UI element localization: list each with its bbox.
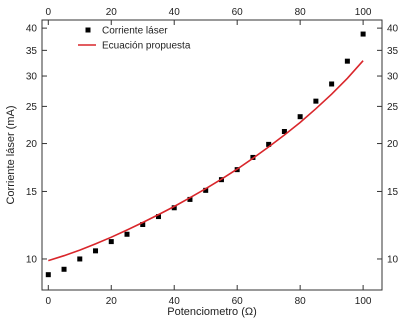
x-tick-label-bottom: 80 bbox=[295, 296, 307, 307]
y-tick-label-left: 40 bbox=[26, 24, 38, 35]
x-tick-label-bottom: 0 bbox=[46, 296, 52, 307]
data-point bbox=[46, 272, 51, 277]
y-tick-label-right: 35 bbox=[387, 46, 399, 57]
y-tick-label-left: 35 bbox=[26, 46, 38, 57]
data-point bbox=[77, 256, 82, 261]
y-tick-label-left: 30 bbox=[26, 72, 38, 83]
x-tick-label-top: 40 bbox=[169, 7, 181, 18]
data-point bbox=[93, 248, 98, 253]
legend-label: Ecuación propuesta bbox=[102, 41, 191, 52]
legend: Corriente láser Ecuación propuesta bbox=[78, 26, 191, 52]
y-tick-label-left: 15 bbox=[26, 187, 38, 198]
legend-label: Corriente láser bbox=[102, 26, 168, 37]
x-axis-label: Potenciometro (Ω) bbox=[167, 306, 257, 318]
x-tick-label-top: 80 bbox=[295, 7, 307, 18]
data-point bbox=[329, 81, 334, 86]
series-line-1 bbox=[48, 61, 363, 261]
y-tick-label-left: 10 bbox=[26, 254, 38, 265]
data-point bbox=[62, 267, 67, 272]
x-tick-label-top: 20 bbox=[106, 7, 118, 18]
x-tick-label-bottom: 100 bbox=[355, 296, 372, 307]
y-tick-label-right: 15 bbox=[387, 187, 399, 198]
y-tick-label-right: 20 bbox=[387, 139, 399, 150]
legend-square-swatch bbox=[86, 28, 91, 33]
y-axis-label: Corriente láser (mA) bbox=[5, 105, 17, 204]
data-point bbox=[109, 239, 114, 244]
y-tick-label-right: 10 bbox=[387, 254, 399, 265]
x-tick-label-top: 100 bbox=[355, 7, 372, 18]
data-point bbox=[361, 32, 366, 37]
data-point bbox=[313, 99, 318, 104]
x-tick-label-bottom: 20 bbox=[106, 296, 118, 307]
y-tick-label-right: 25 bbox=[387, 102, 399, 113]
data-point bbox=[298, 114, 303, 119]
y-tick-label-right: 30 bbox=[387, 72, 399, 83]
data-point bbox=[345, 59, 350, 64]
x-tick-label-top: 60 bbox=[232, 7, 244, 18]
x-tick-label-top: 0 bbox=[46, 7, 52, 18]
y-tick-label-right: 40 bbox=[387, 24, 399, 35]
y-tick-label-left: 25 bbox=[26, 102, 38, 113]
y-tick-label-left: 20 bbox=[26, 139, 38, 150]
data-point bbox=[125, 232, 130, 237]
plot-frame bbox=[42, 20, 382, 290]
